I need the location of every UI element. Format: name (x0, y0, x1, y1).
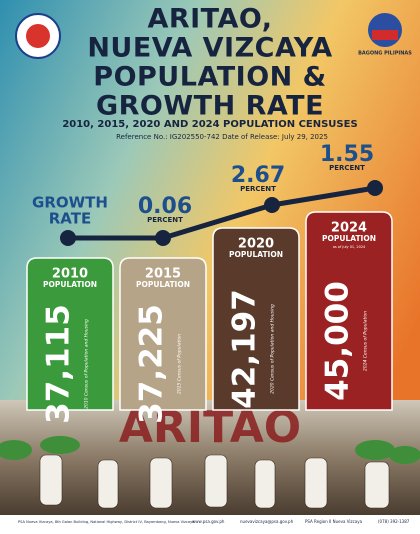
title-line: GROWTH RATE (96, 91, 324, 122)
title-line: NUEVA VIZCAYA (87, 33, 332, 64)
footer-email: nuevavizcaya@psa.gov.ph (240, 519, 294, 524)
headdress (0, 436, 420, 464)
release-date: Date of Release: July 29, 2025 (222, 133, 328, 141)
reference: Reference No.: IG202550-742 (116, 133, 220, 141)
growth-label: RATE (49, 210, 91, 228)
population-column (305, 211, 393, 411)
footer-facebook: PSA Region II Nueva Vizcaya (305, 519, 363, 524)
column-year: 2024 (331, 221, 367, 236)
growth-point (155, 230, 171, 246)
column-label: POPULATION (322, 234, 376, 243)
title-line: ARITAO, (147, 4, 272, 35)
population-value: 37,115 (41, 304, 77, 424)
column-year: 2015 (145, 267, 181, 282)
footer-bar (0, 515, 420, 530)
population-value: 42,197 (227, 289, 263, 409)
population-column (26, 257, 114, 411)
population-column (212, 227, 300, 411)
growth-value: 2.67 (231, 163, 285, 188)
column-source: 2015 Census of Population (177, 334, 183, 394)
growth-point (264, 197, 280, 213)
growth-point (60, 230, 76, 246)
growth-value: 1.55 (320, 142, 374, 167)
footer-address: PSA Nueva Vizcaya, 8th Galan Building, N… (18, 520, 194, 524)
bp-logo-band (372, 30, 398, 40)
growth-label: GROWTH (32, 194, 108, 212)
population-value: 45,000 (320, 281, 356, 401)
column-label: POPULATION (43, 280, 97, 289)
column-year: 2010 (52, 267, 88, 282)
column-year: 2020 (238, 237, 274, 252)
footer-phone: (078) 392-1387 (378, 519, 410, 524)
growth-value: 0.06 (138, 194, 192, 219)
psa-logo-inner (26, 24, 50, 48)
population-value: 37,225 (134, 304, 170, 424)
dancers (39, 454, 390, 509)
growth-unit: PERCENT (329, 164, 365, 172)
title-line: POPULATION & (93, 62, 326, 93)
growth-unit: PERCENT (147, 216, 183, 224)
column-source: 2020 Census of Population and Housing (270, 304, 276, 394)
column-source: 2010 Census of Population and Housing (84, 319, 90, 409)
growth-unit: PERCENT (240, 185, 276, 193)
column-label: POPULATION (136, 280, 190, 289)
column-label: POPULATION (229, 250, 283, 259)
population-column (119, 257, 207, 411)
growth-line (68, 185, 376, 241)
subtitle: 2010, 2015, 2020 AND 2024 POPULATION CEN… (62, 119, 357, 130)
column-note: as of July 01, 2024 (333, 245, 366, 249)
column-source: 2024 Census of Population (363, 311, 369, 371)
logo-text: BAGONG PILIPINAS (358, 51, 412, 57)
growth-point (367, 180, 383, 196)
footer-website: www.psa.gov.ph (192, 519, 225, 524)
